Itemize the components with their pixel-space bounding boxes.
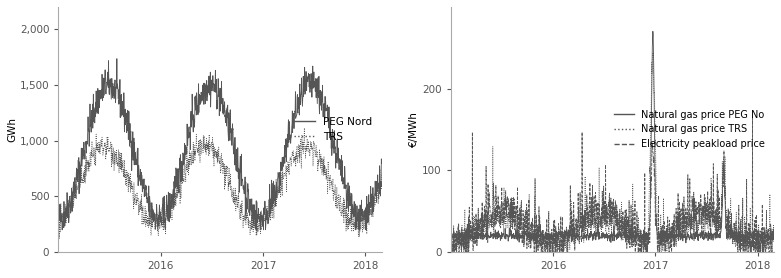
Y-axis label: GWh: GWh bbox=[7, 117, 17, 142]
Legend: PEG Nord, TRS: PEG Nord, TRS bbox=[290, 113, 376, 146]
Y-axis label: €/MWh: €/MWh bbox=[409, 111, 419, 147]
Legend: Natural gas price PEG No, Natural gas price TRS, Electricity peakload price: Natural gas price PEG No, Natural gas pr… bbox=[610, 106, 769, 153]
